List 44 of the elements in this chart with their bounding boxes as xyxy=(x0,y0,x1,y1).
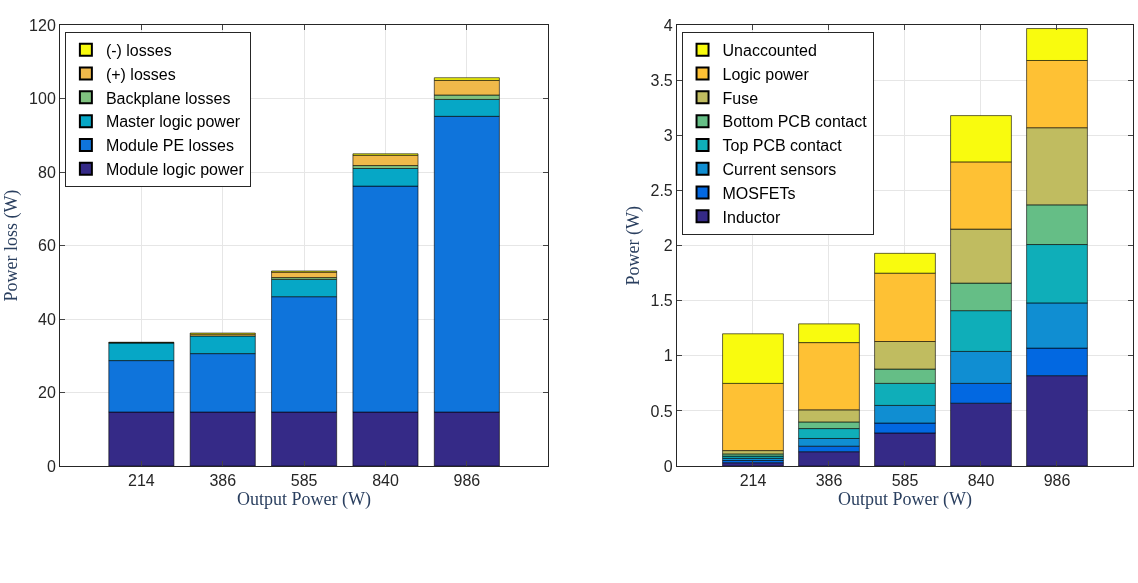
legend-label: MOSFETs xyxy=(722,184,796,202)
legend-label: Current sensors xyxy=(722,160,837,178)
x-tick-label: 840 xyxy=(967,472,995,490)
x-tick-label: 585 xyxy=(891,472,919,490)
y-tick-label: 2.5 xyxy=(650,182,673,200)
legend-label: Logic power xyxy=(722,65,810,83)
y-tick-label: 3 xyxy=(663,127,673,145)
y-tick-label: 4 xyxy=(663,16,673,34)
y-tick-label: 40 xyxy=(38,310,56,328)
y-tick-label: 0 xyxy=(663,457,673,475)
x-axis-title: Output Power (W) xyxy=(838,489,972,511)
y-tick-label: 1 xyxy=(663,347,673,365)
legend-label: Top PCB contact xyxy=(722,137,843,155)
legend-label: Inductor xyxy=(722,208,782,226)
x-tick-label: 986 xyxy=(1043,472,1071,490)
y-tick-label: 2 xyxy=(663,237,673,255)
y-tick-label: 60 xyxy=(38,237,56,255)
y-tick-label: 0 xyxy=(46,457,56,475)
y-tick-label: 120 xyxy=(29,16,56,34)
x-tick-label: 585 xyxy=(290,472,318,490)
y-tick-label: 80 xyxy=(38,163,56,181)
x-tick-label: 386 xyxy=(209,472,237,490)
legend-label: Fuse xyxy=(722,89,759,107)
y-tick-label: 1.5 xyxy=(650,292,673,310)
legend-label: Module logic power xyxy=(105,160,245,178)
x-tick-label: 986 xyxy=(453,472,481,490)
y-tick-label: 100 xyxy=(29,90,56,108)
legend-label: (+) losses xyxy=(105,65,176,83)
x-tick-label: 214 xyxy=(739,472,767,490)
legend-label: Master logic power xyxy=(105,113,241,131)
x-tick-label: 386 xyxy=(815,472,843,490)
y-axis-title: Power loss (W) xyxy=(1,189,23,302)
legend-label: (-) losses xyxy=(105,41,172,59)
legend-label: Backplane losses xyxy=(105,89,231,107)
y-tick-label: 3.5 xyxy=(650,71,673,89)
x-tick-label: 840 xyxy=(372,472,399,490)
legend-label: Bottom PCB contact xyxy=(722,113,868,131)
legend-label: Unaccounted xyxy=(722,41,817,59)
y-tick-label: 0.5 xyxy=(650,402,673,420)
x-axis-title: Output Power (W) xyxy=(237,489,372,511)
legend-label: Module PE losses xyxy=(105,137,234,155)
y-tick-label: 20 xyxy=(38,384,56,402)
x-tick-label: 214 xyxy=(128,472,155,490)
y-axis-title: Power (W) xyxy=(622,205,644,286)
